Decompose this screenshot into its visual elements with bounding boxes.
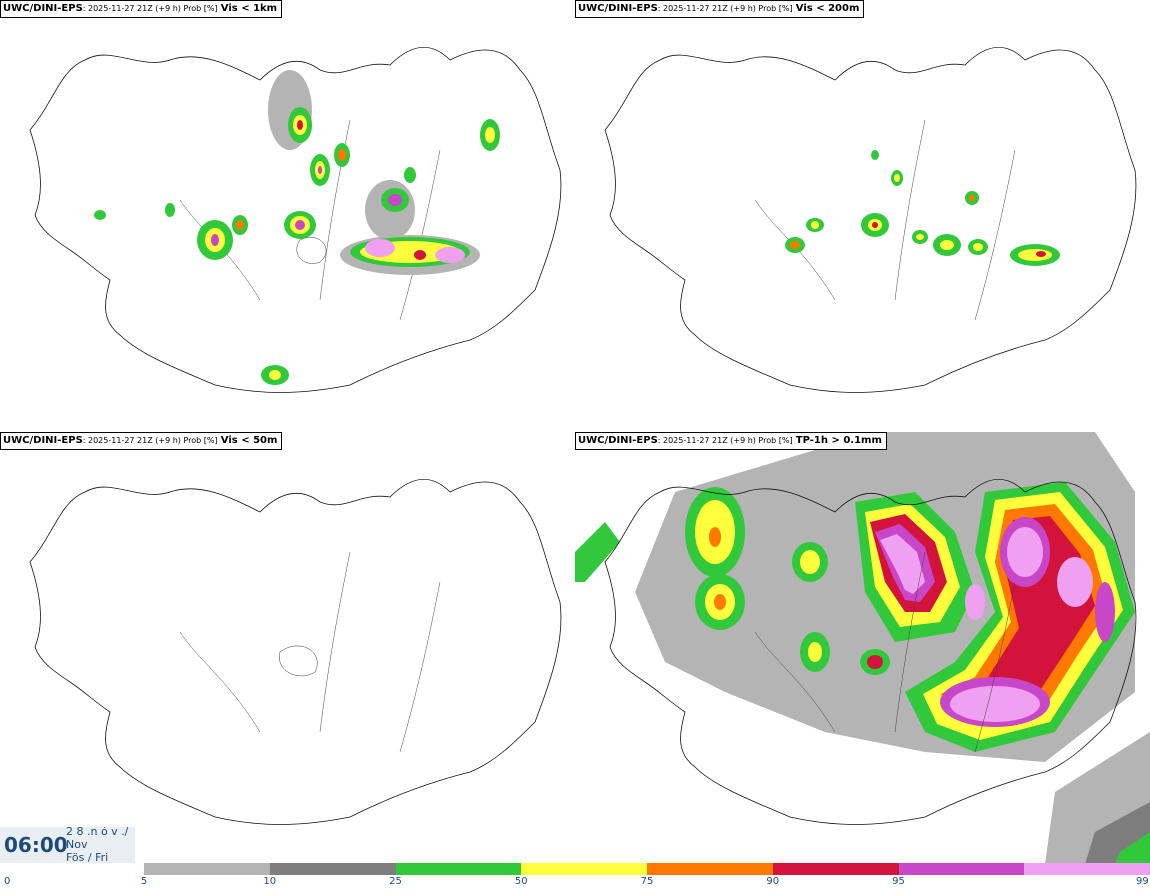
colorbar-tick-label: 99 bbox=[1136, 876, 1149, 887]
colorbar-tick-label: 0 bbox=[4, 876, 11, 887]
probability-colorbar bbox=[144, 863, 1150, 875]
panel-title: UWC/DINI-EPS: 2025-11-27 21Z (+9 h) Prob… bbox=[575, 0, 865, 18]
valid-time-box: 06:00 2 8 .n ó v ./ Nov Fös / Fri bbox=[0, 827, 135, 863]
colorbar-segment bbox=[395, 863, 522, 875]
colorbar-segment bbox=[772, 863, 899, 875]
colorbar-ticks: 0 5 10 25 50 75 90 95 99 bbox=[0, 876, 1150, 890]
iceland-map bbox=[604, 46, 1137, 393]
colorbar-segment bbox=[521, 863, 647, 875]
coastline bbox=[29, 478, 562, 825]
coastline bbox=[604, 478, 1137, 825]
valid-date-line3: Fös / Fri bbox=[66, 851, 109, 863]
colorbar-segment bbox=[647, 863, 773, 875]
panel-title: UWC/DINI-EPS: 2025-11-27 21Z (+9 h) Prob… bbox=[0, 432, 283, 450]
panel-title: UWC/DINI-EPS: 2025-11-27 21Z (+9 h) Prob… bbox=[575, 432, 887, 450]
valid-date-line2: Nov bbox=[66, 838, 88, 851]
valid-time: 06:00 bbox=[4, 833, 68, 857]
valid-date-line1: 2 8 .n ó v ./ bbox=[66, 827, 129, 838]
iceland-map bbox=[575, 432, 1150, 864]
coastline bbox=[604, 46, 1137, 393]
colorbar-segment bbox=[269, 863, 396, 875]
colorbar-tick-label: 95 bbox=[892, 876, 905, 887]
colorbar-tick-label: 10 bbox=[263, 876, 277, 887]
colorbar-segment bbox=[144, 863, 270, 875]
colorbar-tick-label: 5 bbox=[140, 876, 148, 887]
colorbar-tick-label: 75 bbox=[640, 876, 654, 887]
map-panel-vis-1km: UWC/DINI-EPS: 2025-11-27 21Z (+9 h) Prob… bbox=[0, 0, 575, 432]
map-panel-precip: UWC/DINI-EPS: 2025-11-27 21Z (+9 h) Prob… bbox=[575, 432, 1150, 864]
iceland-map bbox=[29, 478, 562, 825]
colorbar-segment bbox=[898, 863, 1025, 875]
coastline bbox=[29, 46, 562, 393]
iceland-map bbox=[29, 46, 562, 393]
map-panel-vis-200m: UWC/DINI-EPS: 2025-11-27 21Z (+9 h) Prob… bbox=[575, 0, 1150, 432]
river-lines bbox=[179, 551, 441, 753]
lake-outline bbox=[279, 645, 318, 677]
lake-outline bbox=[296, 237, 327, 264]
panel-title: UWC/DINI-EPS: 2025-11-27 21Z (+9 h) Prob… bbox=[0, 0, 283, 18]
colorbar-tick-label: 50 bbox=[514, 876, 528, 887]
colorbar-tick-label: 25 bbox=[389, 876, 402, 887]
river-lines bbox=[754, 551, 1016, 753]
colorbar-segment bbox=[1024, 863, 1150, 875]
colorbar-tick-label: 90 bbox=[766, 876, 780, 887]
prob-area-red bbox=[297, 120, 303, 130]
map-panel-vis-50m: UWC/DINI-EPS: 2025-11-27 21Z (+9 h) Prob… bbox=[0, 432, 575, 864]
